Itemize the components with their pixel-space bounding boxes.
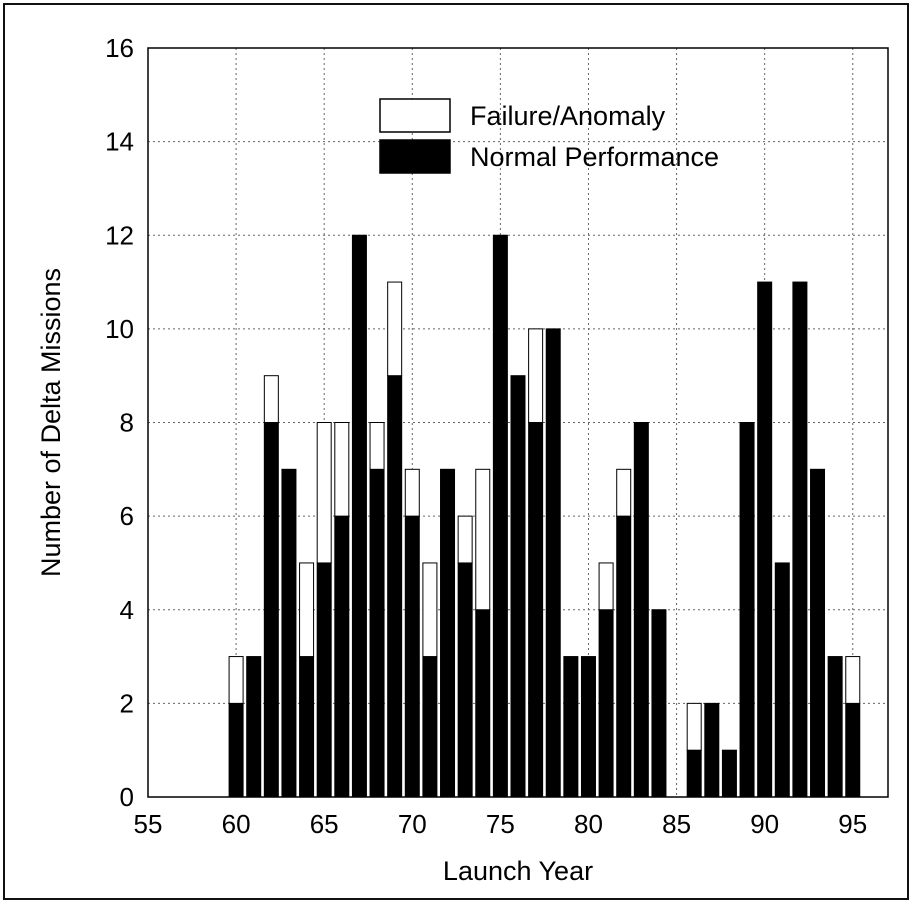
y-tick-label: 14 — [105, 127, 134, 157]
bar-normal-performance — [616, 515, 632, 798]
bar-normal-performance — [792, 281, 808, 798]
bar-normal-performance — [651, 609, 667, 798]
bar-normal-performance — [475, 609, 491, 798]
bar-normal-performance — [351, 234, 367, 798]
bar-normal-performance — [492, 234, 508, 798]
bar-normal-performance — [545, 328, 561, 798]
bar-normal-performance — [528, 422, 544, 798]
bar-normal-performance — [299, 656, 315, 798]
x-tick-label: 85 — [662, 809, 691, 839]
x-tick-label: 70 — [398, 809, 427, 839]
bar-failure-anomaly — [528, 328, 544, 423]
x-tick-label: 55 — [134, 809, 163, 839]
bar-normal-performance — [404, 515, 420, 798]
y-tick-label: 4 — [120, 595, 134, 625]
bar-normal-performance — [387, 375, 403, 798]
bar-normal-performance — [510, 375, 526, 798]
legend-label-failure: Failure/Anomaly — [470, 101, 666, 131]
legend-label-normal: Normal Performance — [470, 142, 719, 172]
bar-failure-anomaly — [845, 656, 861, 704]
bar-normal-performance — [721, 749, 737, 798]
plot-border — [147, 47, 889, 798]
bar-normal-performance — [263, 422, 279, 798]
bar-failure-anomaly — [228, 656, 244, 704]
bar-normal-performance — [228, 702, 244, 798]
bar-failure-anomaly — [457, 515, 473, 564]
bar-normal-performance — [827, 656, 843, 798]
bar-normal-performance — [246, 656, 262, 798]
figure-frame — [3, 3, 909, 900]
bar-normal-performance — [704, 702, 720, 798]
x-tick-label: 95 — [838, 809, 867, 839]
bar-failure-anomaly — [316, 422, 332, 564]
bar-normal-performance — [334, 515, 350, 798]
bar-normal-performance — [580, 656, 596, 798]
legend-swatch-failure — [379, 98, 451, 133]
y-tick-label: 16 — [105, 33, 134, 63]
bar-normal-performance — [316, 562, 332, 798]
bar-failure-anomaly — [299, 562, 315, 658]
y-tick-label: 8 — [120, 408, 134, 438]
x-tick-label: 60 — [222, 809, 251, 839]
bar-normal-performance — [598, 609, 614, 798]
y-tick-label: 6 — [120, 501, 134, 531]
y-tick-labels: 0 2 4 6 8 10 12 14 16 — [105, 33, 134, 812]
bar-normal-performance — [369, 468, 385, 798]
bar-normal-performance — [845, 702, 861, 798]
bar-failure-anomaly — [598, 562, 614, 611]
bar-failure-anomaly — [404, 468, 420, 517]
bar-normal-performance — [457, 562, 473, 798]
bar-normal-performance — [563, 656, 579, 798]
y-axis-label: Number of Delta Missions — [36, 268, 66, 577]
bar-normal-performance — [757, 281, 773, 798]
bar-failure-anomaly — [616, 468, 632, 517]
bar-normal-performance — [739, 422, 755, 798]
bar-normal-performance — [440, 468, 456, 798]
bar-normal-performance — [422, 656, 438, 798]
bar-failure-anomaly — [334, 422, 350, 517]
bar-failure-anomaly — [475, 468, 491, 611]
x-tick-labels: 55 60 65 70 75 80 85 90 95 — [134, 809, 868, 839]
y-tick-label: 10 — [105, 314, 134, 344]
legend-swatch-normal — [379, 139, 451, 174]
bar-normal-performance — [281, 468, 297, 798]
bar-normal-performance — [633, 422, 649, 798]
x-tick-label: 65 — [310, 809, 339, 839]
bar-failure-anomaly — [263, 375, 279, 423]
y-tick-label: 0 — [120, 782, 134, 812]
bar-normal-performance — [774, 562, 790, 798]
bar-failure-anomaly — [686, 702, 702, 751]
y-tick-label: 2 — [120, 688, 134, 718]
bar-failure-anomaly — [387, 281, 403, 377]
bar-failure-anomaly — [369, 422, 385, 470]
y-tick-label: 12 — [105, 220, 134, 250]
bar-failure-anomaly — [422, 562, 438, 658]
x-axis-label: Launch Year — [443, 856, 593, 886]
x-tick-label: 80 — [574, 809, 603, 839]
x-tick-label: 90 — [750, 809, 779, 839]
bar-normal-performance — [810, 468, 826, 798]
legend: Failure/Anomaly Normal Performance — [379, 98, 719, 174]
x-tick-label: 75 — [486, 809, 515, 839]
bar-normal-performance — [686, 749, 702, 798]
